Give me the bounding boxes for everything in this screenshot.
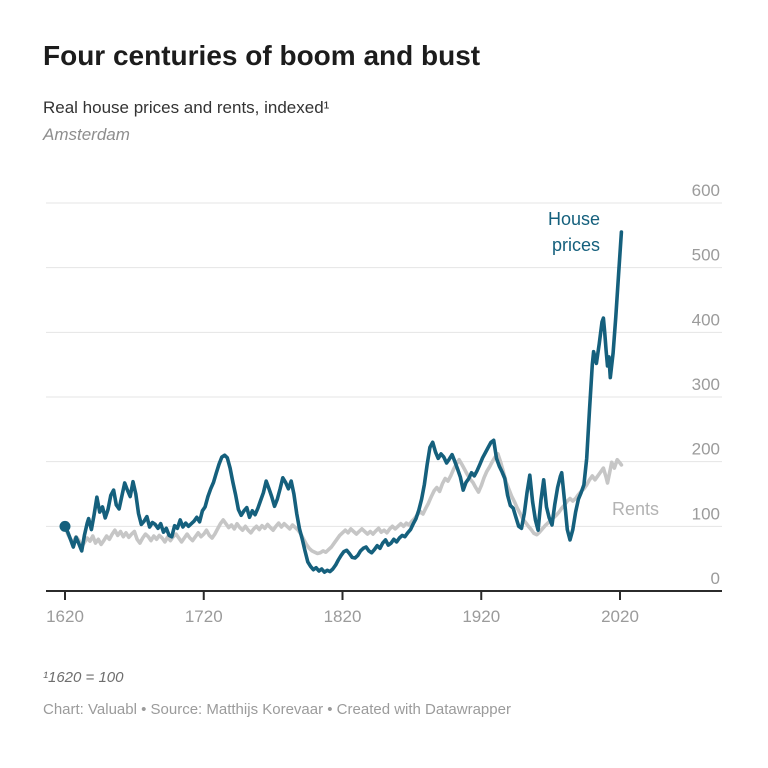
series-line-rents	[63, 452, 624, 556]
x-tick-label: 1720	[185, 607, 223, 626]
house-prices-series-label: prices	[552, 235, 600, 255]
series-start-dot	[59, 520, 71, 532]
series-line-house-prices	[63, 230, 624, 575]
house-prices-series-label: House	[548, 209, 600, 229]
page-title: Four centuries of boom and bust	[43, 40, 481, 71]
x-tick-label: 1820	[324, 607, 362, 626]
y-tick-label: 100	[692, 504, 720, 523]
y-tick-label: 600	[692, 181, 720, 200]
line-chart-canvas: 0 100 200 300 400 500 600 1620 1720 1820 1920 2020 H…	[46, 181, 722, 626]
y-tick-label: 300	[692, 375, 720, 394]
x-tick-label: 2020	[601, 607, 639, 626]
x-tick-label: 1920	[462, 607, 500, 626]
y-tick-label: 400	[692, 310, 720, 329]
y-tick-label: 500	[692, 246, 720, 265]
chart-footnote: ¹1620 = 100	[43, 669, 124, 686]
chart-subtitle: Real house prices and rents, indexed¹	[43, 98, 330, 117]
chart-region-label: Amsterdam	[43, 125, 130, 144]
x-tick-label: 1620	[46, 607, 84, 626]
y-tick-label: 0	[711, 569, 720, 588]
rents-series-label: Rents	[612, 499, 659, 519]
chart-credit: Chart: Valuabl • Source: Matthijs Koreva…	[43, 701, 511, 718]
y-tick-label: 200	[692, 440, 720, 459]
